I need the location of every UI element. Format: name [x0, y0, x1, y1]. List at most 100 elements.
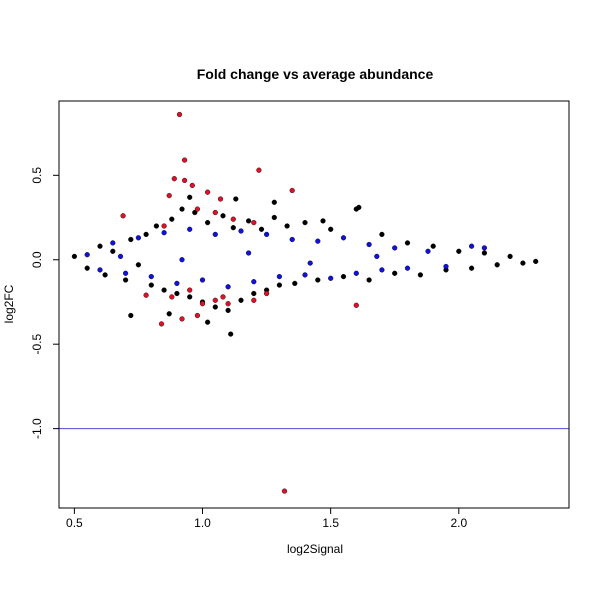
data-point: [404, 265, 411, 271]
chart-title: Fold change vs average abundance: [197, 66, 434, 82]
data-point: [246, 250, 252, 256]
data-point: [122, 277, 129, 283]
data-point: [220, 213, 226, 219]
data-point: [128, 236, 134, 243]
data-point: [289, 187, 295, 194]
data-point: [143, 231, 149, 238]
x-tick-label: 2.0: [450, 516, 467, 530]
data-point: [187, 226, 193, 232]
data-point: [192, 209, 198, 216]
data-point: [340, 235, 347, 241]
data-point: [166, 311, 172, 317]
data-point: [225, 284, 231, 290]
y-axis: -1.0 -0.5 0.0 0.5: [30, 167, 60, 439]
data-point: [117, 253, 124, 260]
data-point: [469, 243, 475, 249]
data-point: [169, 216, 175, 222]
data-point: [366, 241, 372, 248]
data-point: [194, 206, 201, 212]
x-tick-label: 1.0: [194, 516, 211, 530]
data-point: [271, 214, 277, 221]
plot-frame: [58, 100, 570, 509]
data-point: [189, 182, 195, 189]
data-point: [353, 270, 359, 276]
data-point: [161, 287, 167, 293]
y-tick-label: -1.0: [30, 418, 44, 439]
data-point: [302, 272, 308, 278]
data-point: [187, 194, 193, 200]
data-point: [284, 223, 290, 229]
data-point: [404, 240, 411, 246]
data-point: [281, 488, 288, 494]
data-point: [143, 292, 149, 298]
data-point: [171, 176, 177, 182]
series-2: [120, 111, 359, 494]
series-0: [71, 194, 539, 337]
data-point: [307, 260, 313, 266]
plot-area: [59, 111, 569, 494]
data-point: [430, 243, 436, 249]
data-point: [135, 235, 142, 241]
data-point: [110, 248, 116, 254]
data-point: [174, 290, 180, 297]
data-point: [148, 282, 154, 288]
data-point: [289, 236, 295, 243]
data-point: [340, 274, 347, 280]
data-point: [148, 274, 154, 280]
data-point: [169, 294, 175, 300]
data-point: [128, 312, 134, 319]
data-point: [199, 277, 206, 283]
data-point: [328, 275, 334, 281]
data-point: [507, 253, 513, 260]
data-point: [302, 220, 308, 226]
data-point: [212, 231, 218, 238]
data-point: [212, 304, 218, 310]
data-point: [205, 319, 211, 325]
data-point: [179, 316, 185, 322]
data-point: [230, 225, 236, 231]
data-point: [182, 177, 188, 184]
data-point: [217, 196, 224, 202]
y-tick-label: 0.0: [30, 251, 44, 268]
data-point: [425, 248, 431, 254]
data-point: [356, 204, 362, 211]
data-point: [494, 262, 500, 268]
data-point: [533, 258, 539, 265]
data-point: [276, 282, 283, 288]
data-point: [379, 267, 385, 273]
data-point: [187, 287, 193, 293]
data-point: [443, 263, 449, 270]
x-tick-label: 1.5: [322, 516, 339, 530]
data-point: [158, 321, 165, 327]
data-point: [205, 220, 211, 226]
data-point: [179, 257, 185, 263]
data-point: [233, 196, 239, 202]
data-point: [481, 250, 488, 256]
data-point: [84, 265, 90, 271]
data-point: [392, 245, 398, 251]
data-point: [166, 193, 172, 199]
data-point: [228, 331, 234, 337]
data-point: [238, 297, 244, 303]
data-point: [251, 297, 257, 303]
data-point: [246, 218, 252, 224]
data-point: [230, 216, 236, 222]
data-point: [220, 294, 226, 300]
data-point: [71, 253, 78, 260]
data-point: [374, 253, 380, 260]
data-point: [122, 270, 129, 276]
data-point: [135, 262, 142, 268]
data-point: [212, 297, 218, 303]
series-1: [84, 226, 488, 290]
data-point: [194, 312, 201, 319]
data-point: [520, 260, 526, 266]
data-point: [187, 294, 193, 300]
data-point: [153, 223, 160, 229]
data-point: [328, 226, 334, 232]
y-tick-label: 0.5: [30, 167, 44, 184]
data-point: [174, 280, 180, 287]
data-point: [379, 231, 385, 238]
data-point: [251, 220, 257, 226]
data-point: [225, 307, 231, 314]
